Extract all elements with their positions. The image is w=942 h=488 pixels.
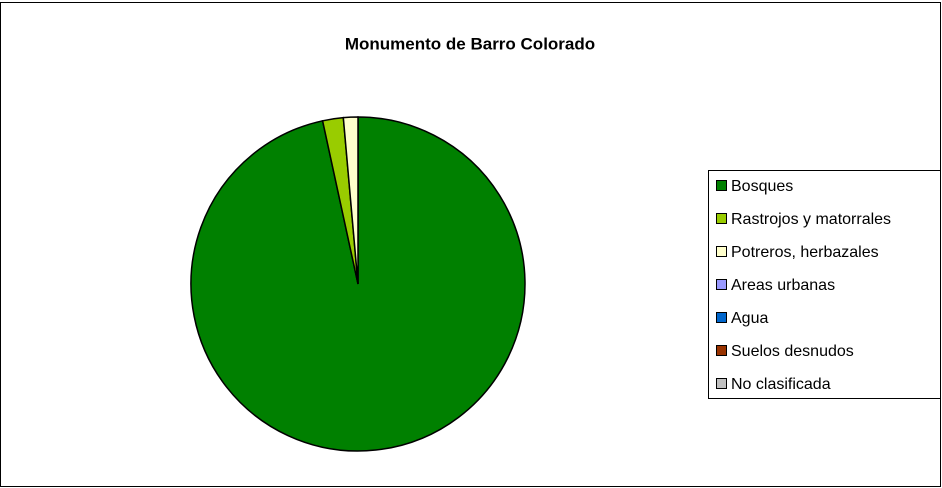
legend-swatch [716,180,727,191]
legend-label: Areas urbanas [731,277,835,294]
legend-label: Potreros, herbazales [731,244,879,261]
legend-label: Suelos desnudos [731,343,854,360]
legend-swatch [716,246,727,257]
legend-swatch [716,345,727,356]
legend-swatch [716,312,727,323]
legend-label: No clasificada [731,376,831,393]
legend-label: Bosques [731,178,793,195]
legend-label: Rastrojos y matorrales [731,211,891,228]
legend-label: Agua [731,310,768,327]
legend-swatch [716,279,727,290]
chart-title: Monumento de Barro Colorado [345,34,595,53]
pie-slice [342,116,359,285]
legend-swatch [716,378,727,389]
legend-swatch [716,213,727,224]
legend-box [708,170,941,399]
